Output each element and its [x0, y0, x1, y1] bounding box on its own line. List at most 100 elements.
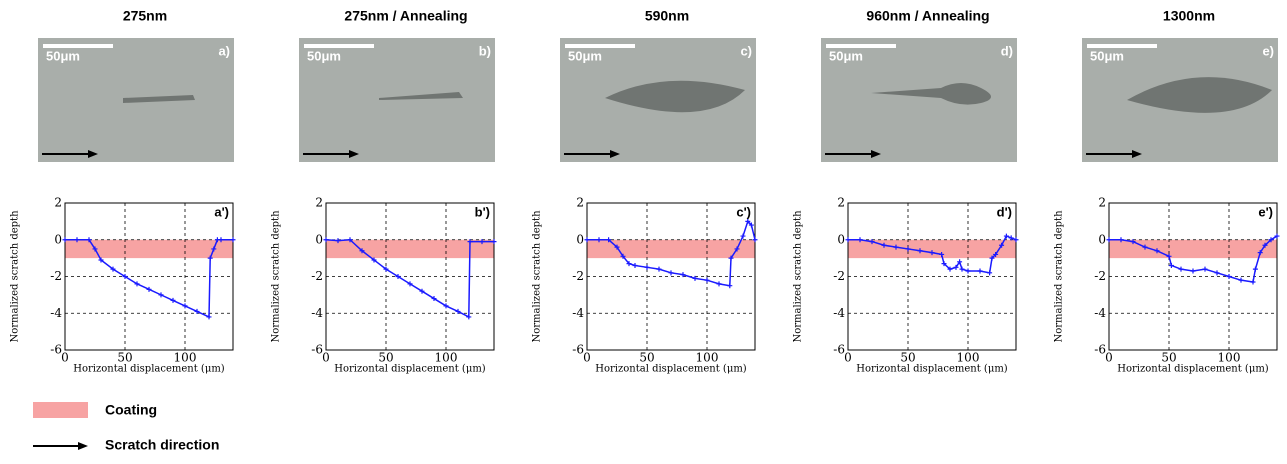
data-point — [668, 270, 674, 276]
y-tick-label: -6 — [833, 343, 845, 357]
data-point — [929, 250, 935, 256]
data-point — [443, 303, 449, 309]
y-axis-label: Normalized scratch depth — [793, 210, 804, 343]
data-point — [98, 257, 104, 263]
x-tick-label: 100 — [696, 351, 719, 365]
scale-bar — [565, 44, 635, 48]
y-tick-label: 0 — [1098, 232, 1106, 246]
data-point — [170, 297, 176, 303]
y-tick-label: 0 — [576, 232, 584, 246]
data-point — [993, 251, 999, 257]
data-point — [1003, 233, 1009, 239]
coating-band — [587, 239, 755, 259]
data-point — [455, 308, 461, 314]
data-point — [92, 246, 98, 252]
data-point — [734, 246, 740, 252]
data-point — [1262, 242, 1268, 248]
data-point — [1178, 266, 1184, 272]
coating-band — [65, 239, 233, 259]
data-point — [146, 286, 152, 292]
x-tick-label: 0 — [844, 351, 852, 365]
y-tick-label: 0 — [315, 232, 323, 246]
data-point — [644, 264, 650, 270]
scale-bar — [1087, 44, 1157, 48]
x-tick-label: 100 — [174, 351, 197, 365]
data-point — [1250, 279, 1256, 285]
y-tick-label: 2 — [315, 196, 323, 210]
data-point — [479, 239, 485, 245]
x-tick-label: 50 — [378, 351, 393, 365]
data-point — [692, 275, 698, 281]
scratch-feature — [871, 83, 991, 105]
data-point — [881, 242, 887, 248]
data-point — [134, 281, 140, 287]
data-point — [467, 239, 473, 245]
data-point — [845, 237, 851, 243]
data-point — [957, 259, 963, 265]
data-point — [893, 244, 899, 250]
data-point — [158, 292, 164, 298]
data-point — [680, 272, 686, 278]
data-point — [383, 266, 389, 272]
plot-frame — [64, 202, 234, 351]
data-point — [335, 238, 341, 244]
data-point — [110, 266, 116, 272]
x-axis-label: Horizontal displacement (μm) — [334, 364, 486, 375]
data-point — [752, 237, 758, 243]
x-tick-label: 50 — [117, 351, 132, 365]
data-point — [857, 237, 863, 243]
data-point — [1130, 239, 1136, 245]
panel-annotation: c') — [736, 204, 751, 219]
panel-annotation: b') — [475, 204, 490, 219]
panel-title: 275nm / Annealing — [344, 8, 467, 24]
panel-title: 960nm / Annealing — [866, 8, 989, 24]
data-point — [1008, 235, 1014, 241]
data-point — [1154, 248, 1160, 254]
data-point — [656, 266, 662, 272]
panel-title: 1300nm — [1163, 8, 1215, 24]
scratch-feature — [123, 95, 195, 103]
data-point — [632, 262, 638, 268]
image-label: d) — [1001, 43, 1013, 58]
arrow-head — [349, 150, 359, 158]
legend-label: Scratch direction — [105, 437, 219, 453]
y-tick-label: -4 — [572, 306, 584, 320]
data-point — [86, 237, 92, 243]
plot-frame — [1108, 202, 1278, 351]
data-point — [122, 274, 128, 279]
data-point — [407, 281, 413, 287]
panel-annotation: d') — [997, 204, 1012, 219]
scale-bar-label: 50μm — [568, 48, 602, 63]
legend-swatch — [33, 402, 88, 418]
image-label: b) — [479, 43, 491, 58]
y-tick-label: -2 — [1094, 269, 1106, 283]
arrow-head — [610, 150, 620, 158]
y-tick-label: -4 — [1094, 306, 1106, 320]
data-point — [748, 222, 754, 228]
x-tick-label: 50 — [1161, 351, 1176, 365]
scratch-feature — [605, 80, 745, 113]
data-point — [206, 314, 212, 320]
data-point — [466, 314, 472, 320]
data-point — [194, 308, 200, 314]
data-point — [347, 237, 353, 243]
data-point — [1106, 237, 1112, 243]
data-point — [947, 266, 953, 272]
scale-bar-label: 50μm — [46, 48, 80, 63]
y-tick-label: -6 — [1094, 343, 1106, 357]
panel-annotation: a') — [214, 204, 229, 219]
data-point — [727, 283, 733, 289]
x-tick-label: 0 — [322, 351, 330, 365]
data-point — [1274, 233, 1280, 239]
data-point — [939, 251, 945, 257]
data-point — [211, 246, 217, 252]
data-point — [359, 248, 365, 254]
y-tick-label: 2 — [576, 196, 584, 210]
scale-bar — [826, 44, 896, 48]
data-point — [740, 233, 746, 239]
y-axis-label: Normalized scratch depth — [532, 210, 543, 343]
y-tick-label: -2 — [50, 269, 62, 283]
data-point — [230, 237, 236, 243]
data-point — [431, 296, 437, 302]
legend-arrow — [33, 442, 88, 450]
